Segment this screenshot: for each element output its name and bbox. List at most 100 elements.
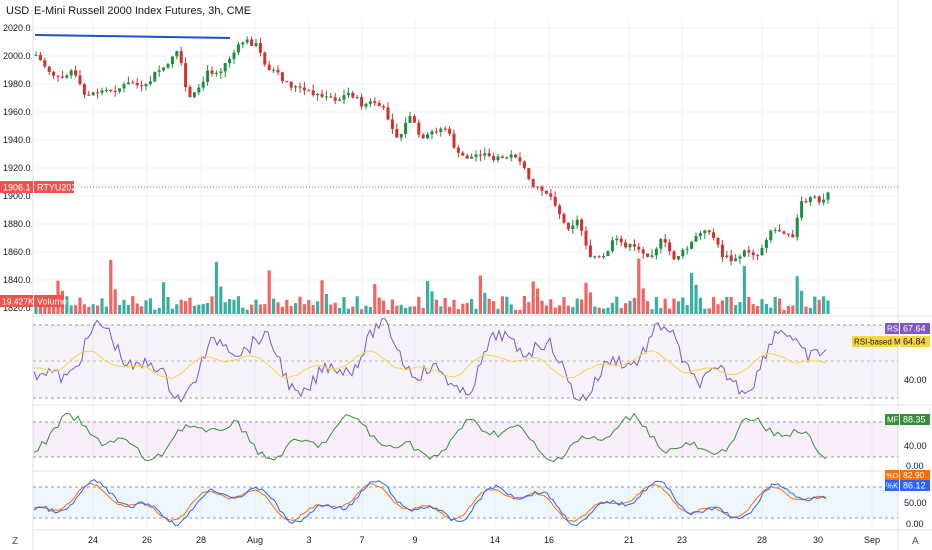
auto-scale-button[interactable]: A	[912, 536, 919, 547]
mfi-pane[interactable]: 40.00 0.00 MF 88.35	[33, 412, 930, 472]
candle-body	[232, 52, 236, 59]
volume-bar	[734, 305, 738, 314]
stoch-pane[interactable]: 50.00 0.00 %D 82.90 %K 86.12	[33, 470, 930, 529]
volume-bar	[104, 306, 108, 314]
volume-bar	[399, 304, 403, 314]
candle-body	[470, 156, 474, 159]
volume-bar	[219, 286, 223, 314]
volume-bar	[184, 301, 188, 314]
candle-body	[170, 56, 174, 65]
volume-bar	[808, 308, 812, 314]
volume-bar	[65, 296, 69, 314]
volume-bar	[87, 306, 91, 314]
volume-bar	[509, 304, 513, 314]
volume-bar	[681, 297, 685, 314]
candle-body	[179, 51, 183, 64]
candle-body	[408, 116, 412, 123]
candle-body	[298, 86, 302, 88]
volume-bar	[698, 297, 702, 314]
candle-body	[267, 64, 271, 71]
volume-bar	[175, 304, 179, 314]
candle-body	[206, 70, 210, 82]
candle-body	[465, 155, 469, 159]
candle-body	[641, 249, 645, 254]
volume-bar	[113, 289, 117, 314]
time-axis-label: 24	[88, 535, 98, 545]
volume-bar	[395, 305, 399, 314]
candle-body	[584, 230, 588, 246]
volume-bar	[390, 299, 394, 314]
volume-bar	[140, 306, 144, 314]
candle-body	[236, 44, 240, 53]
candle-body	[725, 255, 729, 258]
volume-bar	[668, 308, 672, 314]
volume-bar	[258, 304, 262, 314]
volume-bar	[386, 309, 390, 314]
volume-bar	[558, 305, 562, 314]
time-axis-label: 23	[677, 535, 687, 545]
time-axis-label: 28	[196, 535, 206, 545]
volume-bar	[804, 306, 808, 314]
symbol-title[interactable]: E-Mini Russell 2000 Index Futures, 3h, C…	[34, 5, 252, 17]
rsi-value: 67.64	[903, 324, 926, 334]
trendline-drawing[interactable]	[34, 34, 231, 39]
volume-bar	[782, 309, 786, 314]
volume-bar	[738, 302, 742, 314]
candle-body	[707, 230, 711, 233]
candle-body	[144, 84, 148, 87]
stoch-k-value: 86.12	[903, 481, 926, 491]
volume-bar	[228, 299, 232, 314]
volume-bar	[192, 305, 196, 314]
rsi-pane[interactable]: 40.00 RSI 67.64 RSI-based MA 64.84	[33, 318, 930, 403]
volume-bar	[96, 305, 100, 314]
candle-body	[681, 249, 685, 257]
volume-bar	[276, 302, 280, 314]
volume-bar	[593, 306, 597, 314]
candle-body	[52, 71, 56, 76]
volume-bar	[179, 299, 183, 314]
stoch-k-label: %K	[886, 482, 899, 491]
candle-body	[412, 116, 416, 123]
volume-bar	[100, 298, 104, 314]
time-axis-label: 16	[544, 535, 554, 545]
volume-bar	[241, 307, 245, 314]
candle-body	[729, 255, 733, 262]
price-axis-label: 1980.0	[3, 79, 31, 89]
candle-body	[487, 153, 491, 157]
candle-body	[47, 66, 51, 72]
rsi-ma-value: 64.84	[903, 337, 926, 347]
candle-body	[333, 97, 337, 101]
volume-bar	[672, 298, 676, 314]
candle-body	[571, 225, 575, 230]
volume-bar	[540, 300, 544, 314]
candle-body	[492, 156, 496, 161]
time-axis[interactable]: 24 26 28 Aug 3 7 9 14 16 21 23 28 30 Sep	[88, 535, 880, 545]
volume-bar	[272, 298, 276, 314]
candle-body	[531, 179, 535, 187]
volume-bar	[606, 307, 610, 314]
candle-body	[747, 250, 751, 253]
candle-body	[126, 82, 130, 85]
stoch-d-value: 82.90	[903, 470, 925, 480]
rsi-label: RSI	[887, 325, 900, 334]
candle-body	[87, 94, 91, 96]
currency-label[interactable]: USD	[6, 5, 30, 17]
candle-body	[324, 96, 328, 98]
candlestick-series[interactable]	[34, 36, 830, 266]
candle-body	[558, 205, 562, 215]
volume-bar	[597, 307, 601, 314]
zoom-button[interactable]: Z	[12, 536, 18, 547]
candle-body	[756, 255, 760, 257]
volume-bar	[751, 304, 755, 314]
candle-body	[522, 161, 526, 169]
volume-bar	[329, 304, 333, 314]
candle-body	[593, 256, 597, 258]
candle-body	[544, 190, 548, 194]
candle-body	[74, 70, 78, 76]
volume-bar	[707, 308, 711, 314]
candle-body	[615, 238, 619, 241]
volume-bar	[91, 304, 95, 314]
candle-body	[430, 131, 434, 135]
price-axis-label: 1960.0	[3, 107, 31, 117]
